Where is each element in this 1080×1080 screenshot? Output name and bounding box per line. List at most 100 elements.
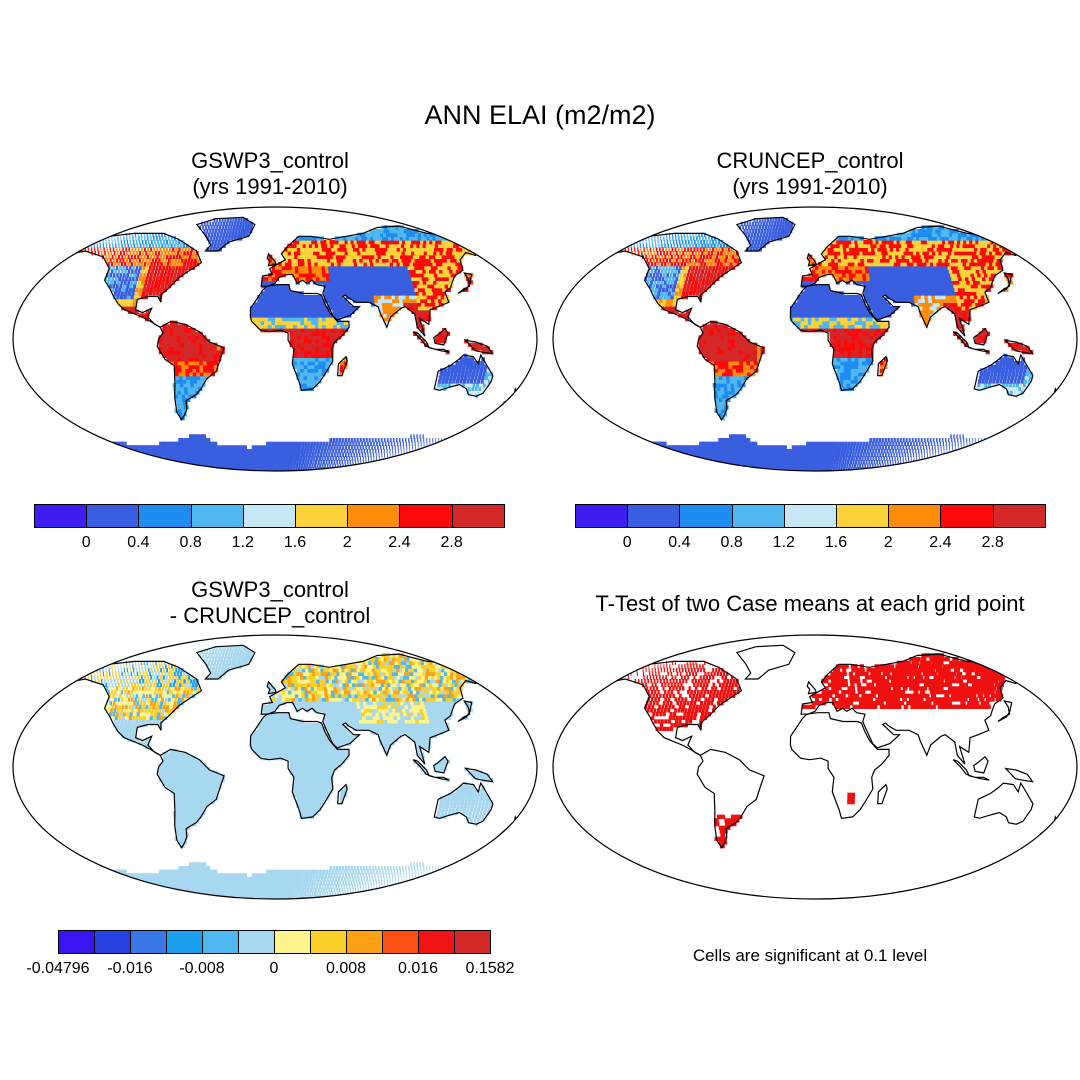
grid-cell	[280, 463, 284, 468]
grid-cell	[436, 291, 442, 296]
grid-cell	[741, 456, 747, 461]
grid-cell	[920, 449, 922, 454]
grid-cell	[168, 280, 172, 285]
grid-cell	[98, 463, 107, 468]
grid-cell	[94, 456, 103, 461]
grid-cell	[427, 258, 434, 263]
grid-cell	[946, 449, 948, 454]
grid-cell	[288, 463, 291, 468]
grid-cell	[136, 273, 140, 278]
grid-cell	[1057, 394, 1060, 399]
grid-cell	[373, 273, 378, 278]
grid-cell	[107, 251, 109, 256]
grid-cell	[620, 456, 629, 461]
grid-cell	[922, 441, 924, 446]
grid-cell	[325, 361, 330, 366]
grid-cell	[182, 243, 186, 248]
grid-cell	[187, 258, 191, 263]
grid-cell	[124, 243, 126, 248]
grid-cell	[141, 236, 143, 241]
grid-cell	[164, 243, 167, 248]
grid-cell	[880, 441, 883, 446]
grid-cell	[292, 306, 298, 311]
grid-cell	[137, 232, 139, 237]
grid-cell	[297, 467, 300, 471]
grid-cell	[318, 346, 323, 351]
grid-cell	[282, 309, 287, 314]
grid-cell	[319, 452, 323, 457]
grid-cell	[111, 254, 114, 259]
grid-cell	[401, 276, 407, 281]
grid-cell	[72, 247, 74, 252]
grid-cell	[812, 445, 816, 450]
grid-cell	[641, 460, 650, 465]
grid-cell	[176, 383, 181, 388]
grid-cell	[638, 463, 647, 468]
grid-cell	[195, 364, 201, 369]
grid-cell	[180, 350, 185, 355]
grid-cell	[311, 452, 314, 457]
grid-cell	[637, 445, 644, 450]
grid-cell	[392, 438, 395, 443]
grid-cell	[315, 346, 320, 351]
grid-cell	[624, 438, 632, 443]
grid-cell	[131, 291, 135, 296]
grid-cell	[348, 269, 354, 274]
grid-cell	[903, 460, 904, 465]
grid-cell	[260, 295, 265, 300]
grid-cell	[742, 460, 748, 465]
grid-cell	[368, 438, 371, 443]
grid-cell	[187, 335, 192, 340]
grid-cell	[329, 342, 334, 347]
grid-cell	[299, 379, 304, 384]
grid-cell	[99, 236, 101, 241]
grid-cell	[893, 445, 896, 450]
grid-cell	[271, 309, 276, 314]
grid-cell	[767, 452, 772, 457]
grid-cell	[618, 438, 626, 443]
grid-cell	[87, 247, 89, 252]
grid-cell	[323, 240, 328, 245]
grid-cell	[368, 269, 374, 274]
grid-cell	[656, 463, 665, 468]
grid-cell	[366, 449, 368, 454]
grid-cell	[865, 460, 868, 465]
grid-cell	[383, 273, 388, 278]
grid-cell	[464, 273, 470, 278]
grid-cell	[949, 445, 950, 450]
grid-cell	[267, 309, 272, 314]
grid-cell	[749, 441, 755, 446]
grid-cell	[169, 324, 174, 329]
grid-cell	[351, 456, 353, 461]
grid-cell	[69, 251, 71, 256]
grid-cell	[438, 375, 443, 380]
grid-cell	[233, 463, 238, 468]
grid-cell	[628, 456, 637, 461]
grid-cell	[307, 258, 312, 263]
grid-cell	[806, 449, 810, 454]
grid-cell	[296, 350, 301, 355]
grid-cell	[405, 240, 411, 245]
grid-cell	[334, 262, 339, 267]
grid-cell	[423, 295, 428, 300]
grid-cell	[111, 276, 115, 281]
grid-cell	[936, 441, 939, 446]
grid-cell	[829, 445, 833, 450]
grid-cell	[282, 313, 287, 318]
grid-cell	[325, 346, 331, 351]
grid-cell	[173, 273, 177, 278]
grid-cell	[929, 438, 932, 443]
grid-cell	[852, 445, 856, 450]
grid-cell	[202, 346, 207, 351]
grid-cell	[348, 243, 354, 248]
grid-cell	[295, 269, 300, 274]
grid-cell	[272, 452, 276, 457]
grid-cell	[163, 262, 167, 267]
grid-cell	[661, 463, 670, 468]
grid-cell	[646, 449, 654, 454]
grid-cell	[924, 452, 925, 457]
grid-cell	[298, 463, 301, 468]
grid-cell	[905, 456, 907, 461]
grid-cell	[641, 467, 650, 471]
grid-cell	[332, 276, 338, 281]
